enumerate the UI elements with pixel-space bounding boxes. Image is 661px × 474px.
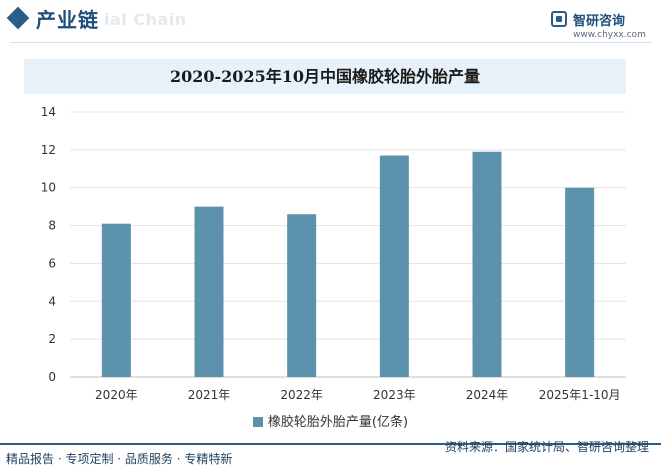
y-tick-label: 2 <box>48 332 56 346</box>
legend-swatch <box>252 417 263 427</box>
y-tick-label: 0 <box>48 370 56 384</box>
brand-url: www.chyxx.com <box>573 30 646 40</box>
x-tick-label: 2021年 <box>188 388 231 402</box>
y-tick-label: 12 <box>41 143 56 157</box>
brand-logo-icon <box>551 11 567 27</box>
x-tick-label: 2023年 <box>373 388 416 402</box>
bar <box>194 206 224 377</box>
legend-label: 橡胶轮胎外胎产量(亿条) <box>267 415 409 430</box>
legend: 橡胶轮胎外胎产量(亿条) <box>0 411 661 431</box>
brand: 智研咨询 www.chyxx.com <box>549 8 649 42</box>
section-title: 产业链 <box>36 8 99 32</box>
y-tick-label: 10 <box>41 181 56 195</box>
bars <box>101 151 595 377</box>
x-tick-label: 2022年 <box>280 388 323 402</box>
bar <box>101 223 131 377</box>
top-header: 产业链 ial Chain 智研咨询 www.chyxx.com <box>0 0 661 44</box>
x-tick-label: 2020年 <box>95 388 138 402</box>
x-tick-label: 2025年1-10月 <box>539 388 621 402</box>
y-tick-label: 8 <box>48 219 56 233</box>
y-tick-label: 14 <box>41 105 56 119</box>
footer-divider <box>0 443 661 445</box>
watermark-text: ial Chain <box>104 10 187 29</box>
y-tick-label: 6 <box>48 256 56 270</box>
chart-title: 2020-2025年10月中国橡胶轮胎外胎产量 <box>170 67 480 86</box>
bar <box>565 187 595 377</box>
bar <box>472 151 502 377</box>
x-tick-label: 2024年 <box>466 388 509 402</box>
chart-title-band: 2020-2025年10月中国橡胶轮胎外胎产量 <box>24 59 626 94</box>
footer-tagline: 精品报告 · 专项定制 · 品质服务 · 专精特新 <box>6 452 233 466</box>
brand-name: 智研咨询 <box>573 14 626 29</box>
x-tick-labels: 2020年 2021年 2022年 2023年 2024年 2025年1-10月 <box>95 388 620 402</box>
y-tick-label: 4 <box>48 294 56 308</box>
y-tick-labels: 0 2 4 6 8 10 12 14 <box>41 105 56 384</box>
bar <box>379 155 409 377</box>
header-divider <box>10 42 652 43</box>
grid-lines <box>70 111 626 378</box>
bar <box>287 214 317 377</box>
footer-source: 资料来源：国家统计局、智研咨询整理 <box>444 440 649 454</box>
